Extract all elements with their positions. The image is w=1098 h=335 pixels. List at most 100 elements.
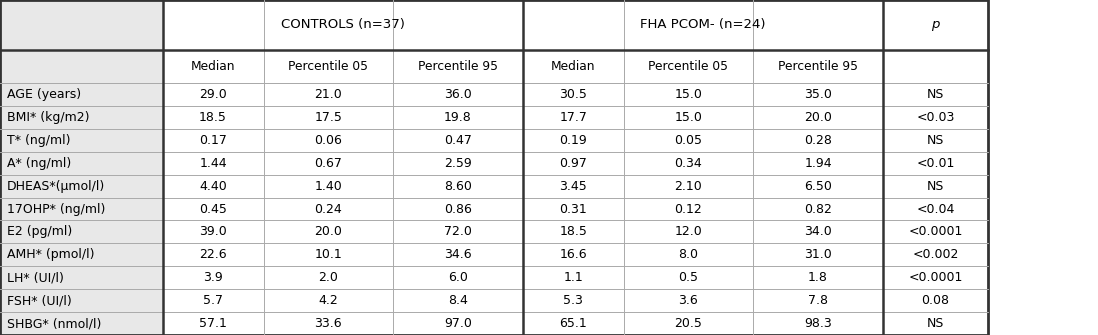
Bar (163, 244, 988, 266)
Text: 1.8: 1.8 (808, 271, 828, 284)
Text: 15.0: 15.0 (674, 111, 703, 124)
Text: 5.7: 5.7 (203, 294, 223, 307)
Bar (0, 50, 163, 83)
Text: 39.0: 39.0 (199, 225, 227, 239)
Text: 3.45: 3.45 (559, 180, 587, 193)
Text: NS: NS (927, 180, 944, 193)
Bar (0, 152, 163, 175)
Text: LH* (UI/l): LH* (UI/l) (7, 271, 64, 284)
Bar (0, 289, 163, 312)
Text: 0.82: 0.82 (804, 203, 832, 215)
Bar (163, 0, 988, 50)
Text: 5.3: 5.3 (563, 294, 583, 307)
Text: 12.0: 12.0 (674, 225, 703, 239)
Text: 1.44: 1.44 (199, 157, 227, 170)
Bar (0, 175, 163, 198)
Bar (0, 198, 163, 220)
Text: Percentile 05: Percentile 05 (649, 60, 728, 73)
Text: 72.0: 72.0 (444, 225, 472, 239)
Text: 35.0: 35.0 (804, 88, 832, 101)
Text: 17.7: 17.7 (559, 111, 587, 124)
Text: 1.40: 1.40 (314, 180, 343, 193)
Bar (163, 50, 988, 83)
Text: 6.0: 6.0 (448, 271, 468, 284)
Text: E2 (pg/ml): E2 (pg/ml) (7, 225, 71, 239)
Bar (163, 312, 988, 335)
Bar (0, 0, 988, 335)
Text: p: p (931, 18, 940, 31)
Text: <0.002: <0.002 (912, 248, 959, 261)
Text: <0.01: <0.01 (917, 157, 954, 170)
Text: 17.5: 17.5 (314, 111, 343, 124)
Text: 0.28: 0.28 (804, 134, 832, 147)
Text: 4.2: 4.2 (318, 294, 338, 307)
Text: BMI* (kg/m2): BMI* (kg/m2) (7, 111, 89, 124)
Text: A* (ng/ml): A* (ng/ml) (7, 157, 71, 170)
Text: 98.3: 98.3 (804, 317, 832, 330)
Text: 3.6: 3.6 (679, 294, 698, 307)
Bar (163, 198, 988, 220)
Text: 0.05: 0.05 (674, 134, 703, 147)
Bar (0, 312, 163, 335)
Bar (0, 244, 163, 266)
Text: 34.6: 34.6 (444, 248, 472, 261)
Text: CONTROLS (n=37): CONTROLS (n=37) (281, 18, 404, 31)
Text: NS: NS (927, 317, 944, 330)
Text: 8.60: 8.60 (444, 180, 472, 193)
Text: 8.0: 8.0 (679, 248, 698, 261)
Text: 2.0: 2.0 (318, 271, 338, 284)
Text: 57.1: 57.1 (199, 317, 227, 330)
Text: 31.0: 31.0 (804, 248, 832, 261)
Text: 1.94: 1.94 (804, 157, 832, 170)
Text: 15.0: 15.0 (674, 88, 703, 101)
Text: Percentile 95: Percentile 95 (418, 60, 497, 73)
Bar (0, 220, 163, 244)
Text: Median: Median (551, 60, 595, 73)
Bar (163, 129, 988, 152)
Text: 20.0: 20.0 (804, 111, 832, 124)
Text: <0.03: <0.03 (917, 111, 954, 124)
Text: 0.34: 0.34 (674, 157, 703, 170)
Bar (0, 106, 163, 129)
Text: <0.0001: <0.0001 (908, 225, 963, 239)
Text: Percentile 95: Percentile 95 (778, 60, 858, 73)
Text: 10.1: 10.1 (314, 248, 343, 261)
Bar (0, 266, 163, 289)
Bar (264, 0, 1089, 50)
Text: AMH* (pmol/l): AMH* (pmol/l) (7, 248, 94, 261)
Text: 36.0: 36.0 (444, 88, 472, 101)
Bar (163, 106, 988, 129)
Text: 29.0: 29.0 (199, 88, 227, 101)
Text: 0.45: 0.45 (199, 203, 227, 215)
Text: 0.97: 0.97 (559, 157, 587, 170)
Text: 20.0: 20.0 (314, 225, 343, 239)
Text: DHEAS*(μmol/l): DHEAS*(μmol/l) (7, 180, 104, 193)
Text: 0.08: 0.08 (921, 294, 950, 307)
Text: 0.19: 0.19 (559, 134, 587, 147)
Text: 97.0: 97.0 (444, 317, 472, 330)
Text: 65.1: 65.1 (559, 317, 587, 330)
Text: 0.47: 0.47 (444, 134, 472, 147)
Bar (163, 83, 988, 106)
Text: 4.40: 4.40 (199, 180, 227, 193)
Text: 18.5: 18.5 (199, 111, 227, 124)
Text: 0.06: 0.06 (314, 134, 343, 147)
Text: 16.6: 16.6 (559, 248, 587, 261)
Text: Median: Median (191, 60, 235, 73)
Text: 1.1: 1.1 (563, 271, 583, 284)
Bar (163, 220, 988, 244)
Text: 8.4: 8.4 (448, 294, 468, 307)
Text: 17OHP* (ng/ml): 17OHP* (ng/ml) (7, 203, 105, 215)
Text: SHBG* (nmol/l): SHBG* (nmol/l) (7, 317, 101, 330)
Bar (753, 0, 1098, 50)
Text: 0.5: 0.5 (679, 271, 698, 284)
Text: 22.6: 22.6 (199, 248, 227, 261)
Bar (163, 175, 988, 198)
Text: 20.5: 20.5 (674, 317, 703, 330)
Text: 2.10: 2.10 (674, 180, 703, 193)
Text: NS: NS (927, 88, 944, 101)
Text: <0.0001: <0.0001 (908, 271, 963, 284)
Bar (163, 266, 988, 289)
Bar (163, 289, 988, 312)
Bar (624, 0, 1098, 50)
